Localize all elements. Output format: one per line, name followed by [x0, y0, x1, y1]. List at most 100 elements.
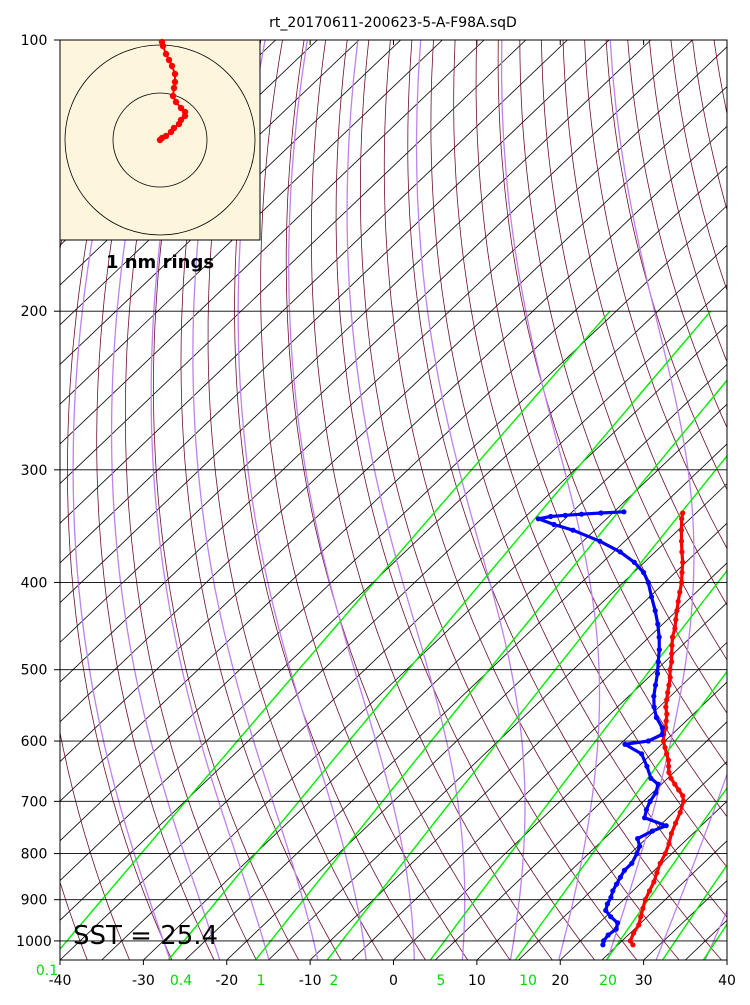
dewpoint-point: [597, 539, 602, 544]
dewpoint-point: [639, 751, 644, 756]
dewpoint-point: [653, 790, 658, 795]
temperature-point: [666, 758, 671, 763]
temperature-point: [654, 870, 659, 875]
temperature-point: [669, 651, 674, 656]
temperature-point: [681, 799, 686, 804]
temperature-point: [664, 718, 669, 723]
mixing-ratio-label: 1: [257, 973, 266, 989]
temperature-tick-label: 10: [468, 973, 486, 989]
dewpoint-point: [634, 851, 639, 856]
dewpoint-point: [608, 914, 613, 919]
mixing-ratio-label: 10: [519, 973, 537, 989]
hodograph-point: [166, 57, 172, 63]
mixing-ratio-line: [663, 311, 750, 960]
pressure-tick-label: 700: [21, 794, 48, 810]
temperature-point: [664, 712, 669, 717]
dry-adiabat-line: [671, 40, 750, 960]
temperature-point: [638, 914, 643, 919]
dewpoint-point: [622, 868, 627, 873]
temperature-point: [661, 738, 666, 743]
temperature-point: [666, 764, 671, 769]
temperature-point: [666, 770, 671, 775]
dewpoint-point: [641, 570, 646, 575]
temperature-point: [673, 821, 678, 826]
isotherm-line: [0, 40, 67, 960]
pressure-tick-label: 500: [21, 663, 48, 679]
moist-adiabat-line: [417, 40, 526, 960]
temperature-point: [643, 897, 648, 902]
temperature-tick-label: 40: [718, 973, 736, 989]
moist-adiabat-line: [705, 40, 750, 960]
dewpoint-point: [548, 514, 553, 519]
dewpoint-point: [650, 828, 655, 833]
temperature-point: [678, 810, 683, 815]
dewpoint-point: [603, 908, 608, 913]
temperature-tick-label: -10: [299, 973, 322, 989]
temperature-point: [663, 704, 668, 709]
dewpoint-point: [654, 715, 659, 720]
hodograph: 1 nm rings: [60, 39, 260, 273]
dewpoint-point: [648, 799, 653, 804]
dewpoint-point: [653, 683, 658, 688]
hodograph-point: [172, 79, 178, 85]
dewpoint-point: [629, 861, 634, 866]
dewpoint-point: [656, 659, 661, 664]
temperature-point: [679, 528, 684, 533]
dry-adiabat-line: [736, 40, 750, 960]
temperature-point: [628, 938, 633, 943]
temperature-point: [679, 539, 684, 544]
temperature-point: [679, 580, 684, 585]
sst-label: SST = 25.4: [73, 921, 218, 951]
pressure-tick-label: 100: [21, 33, 48, 49]
dry-adiabat-line: [498, 40, 750, 960]
hodograph-point: [170, 93, 176, 99]
pressure-tick-label: 1000: [16, 934, 52, 950]
dewpoint-point: [615, 920, 620, 925]
temperature-point: [651, 879, 656, 884]
temperature-point: [662, 745, 667, 750]
hodograph-point: [160, 43, 166, 49]
temperature-point: [631, 930, 636, 935]
mixing-ratio-label: 5: [437, 973, 446, 989]
dry-adiabat-line: [585, 40, 750, 960]
dewpoint-point: [601, 938, 606, 943]
dewpoint-point: [660, 725, 665, 730]
dry-adiabat-line: [693, 40, 750, 960]
dry-adiabat-line: [360, 40, 637, 960]
temperature-point: [664, 751, 669, 756]
moist-adiabat-line: [289, 40, 415, 960]
isotherm-line: [519, 40, 750, 960]
dewpoint-point: [655, 671, 660, 676]
temperature-point: [680, 510, 685, 515]
dewpoint-point: [664, 823, 669, 828]
dewpoint-point: [657, 647, 662, 652]
mixing-ratio-line: [327, 311, 750, 960]
temperature-tick-label: 0: [389, 973, 398, 989]
dewpoint-point: [659, 732, 664, 737]
dry-adiabat-line: [286, 40, 510, 960]
hodograph-point: [172, 71, 178, 77]
dewpoint-point: [551, 522, 556, 527]
isotherm-line: [727, 40, 750, 960]
temperature-point: [658, 861, 663, 866]
dewpoint-point: [651, 694, 656, 699]
dewpoint-point: [644, 807, 649, 812]
dewpoint-point: [621, 509, 626, 514]
mixing-ratio-label: 0.4: [170, 973, 192, 989]
temperature-point: [680, 560, 685, 565]
temperature-point: [680, 793, 685, 798]
temperature-point: [679, 570, 684, 575]
dewpoint-point: [632, 560, 637, 565]
dry-adiabat-line: [714, 40, 750, 960]
temperature-point: [672, 626, 677, 631]
dewpoint-point: [614, 926, 619, 931]
hodograph-point: [176, 121, 182, 127]
dewpoint-point: [618, 875, 623, 880]
dewpoint-point: [657, 635, 662, 640]
dewpoint-point: [614, 882, 619, 887]
dewpoint-point: [637, 844, 642, 849]
temperature-point: [636, 922, 641, 927]
dewpoint-point: [635, 836, 640, 841]
temperature-tick-label: -20: [215, 973, 238, 989]
